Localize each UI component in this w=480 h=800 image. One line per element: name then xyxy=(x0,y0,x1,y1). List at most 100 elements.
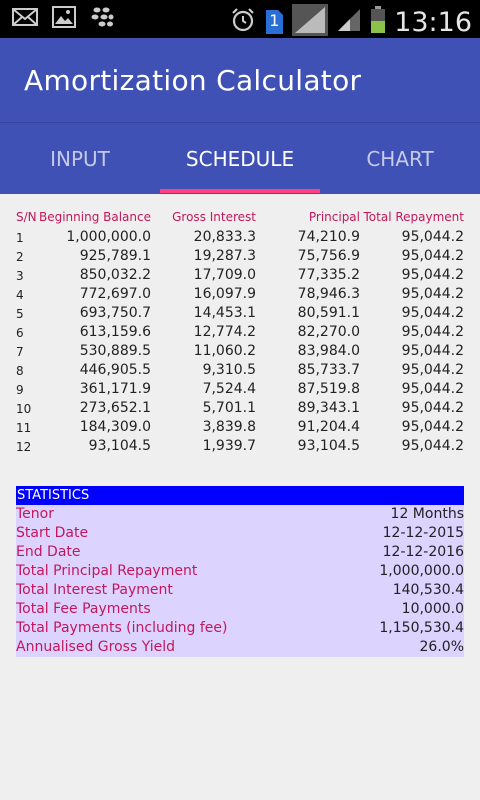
row-principal: 74,210.9 xyxy=(297,229,360,245)
table-row: 3 850,032.2 17,709.0 77,335.2 95,044.2 xyxy=(16,267,464,286)
header-principal: Principal xyxy=(308,210,360,224)
row-sn: 9 xyxy=(16,383,24,397)
row-principal: 83,984.0 xyxy=(297,343,360,359)
row-sn: 1 xyxy=(16,231,24,245)
table-row: 12 93,104.5 1,939.7 93,104.5 95,044.2 xyxy=(16,438,464,457)
row-sn: 2 xyxy=(16,250,24,264)
row-gross-interest: 5,701.1 xyxy=(202,400,256,416)
statistics-label: Tenor xyxy=(16,506,54,522)
alarm-icon xyxy=(230,7,256,37)
row-principal: 93,104.5 xyxy=(297,438,360,454)
row-beginning-balance: 613,159.6 xyxy=(79,324,151,340)
blackberry-icon xyxy=(90,6,114,32)
statistics-row: End Date 12-12-2016 xyxy=(16,543,464,562)
statistics-value: 12 Months xyxy=(390,506,464,522)
app-bar: Amortization Calculator xyxy=(0,38,480,122)
table-row: 10 273,652.1 5,701.1 89,343.1 95,044.2 xyxy=(16,400,464,419)
tab-schedule[interactable]: SCHEDULE xyxy=(185,147,295,171)
row-total-repayment: 95,044.2 xyxy=(401,248,464,264)
statistics-row: Annualised Gross Yield 26.0% xyxy=(16,638,464,657)
row-principal: 78,946.3 xyxy=(297,286,360,302)
row-sn: 12 xyxy=(16,440,32,454)
row-beginning-balance: 446,905.5 xyxy=(79,362,151,378)
row-beginning-balance: 93,104.5 xyxy=(88,438,151,454)
row-gross-interest: 9,310.5 xyxy=(202,362,256,378)
row-gross-interest: 11,060.2 xyxy=(193,343,256,359)
tab-input[interactable]: INPUT xyxy=(50,147,110,171)
table-row: 7 530,889.5 11,060.2 83,984.0 95,044.2 xyxy=(16,343,464,362)
statistics-body: Tenor 12 Months Start Date 12-12-2015 End Da… xyxy=(16,505,464,657)
row-total-repayment: 95,044.2 xyxy=(401,438,464,454)
row-total-repayment: 95,044.2 xyxy=(401,400,464,416)
statistics-value: 140,530.4 xyxy=(392,582,464,598)
statistics-value: 12-12-2016 xyxy=(382,544,464,560)
mail-icon xyxy=(12,7,38,31)
battery-icon xyxy=(370,6,386,38)
statistics-label: Start Date xyxy=(16,525,89,541)
schedule-rows: 1 1,000,000.0 20,833.3 74,210.9 95,044.2 2 925… xyxy=(16,229,464,457)
row-total-repayment: 95,044.2 xyxy=(401,267,464,283)
row-gross-interest: 19,287.3 xyxy=(193,248,256,264)
statistics-title: STATISTICS xyxy=(16,486,464,505)
row-total-repayment: 95,044.2 xyxy=(401,305,464,321)
table-row: 1 1,000,000.0 20,833.3 74,210.9 95,044.2 xyxy=(16,229,464,248)
statistics-label: End Date xyxy=(16,544,81,560)
statistics-value: 10,000.0 xyxy=(401,601,464,617)
statistics-row: Total Fee Payments 10,000.0 xyxy=(16,600,464,619)
statistics-label: Total Principal Repayment xyxy=(16,563,198,579)
row-beginning-balance: 273,652.1 xyxy=(79,400,151,416)
row-gross-interest: 14,453.1 xyxy=(193,305,256,321)
statistics-row: Total Interest Payment 140,530.4 xyxy=(16,581,464,600)
statistics-label: Annualised Gross Yield xyxy=(16,639,176,655)
row-principal: 87,519.8 xyxy=(297,381,360,397)
statistics-label: Total Payments (including fee) xyxy=(16,620,228,636)
row-sn: 3 xyxy=(16,269,24,283)
table-row: 8 446,905.5 9,310.5 85,733.7 95,044.2 xyxy=(16,362,464,381)
row-sn: 4 xyxy=(16,288,24,302)
app-title: Amortization Calculator xyxy=(24,64,362,97)
table-row: 9 361,171.9 7,524.4 87,519.8 95,044.2 xyxy=(16,381,464,400)
row-gross-interest: 1,939.7 xyxy=(202,438,256,454)
statistics-value: 1,150,530.4 xyxy=(379,620,464,636)
tab-bar: INPUT SCHEDULE CHART xyxy=(0,122,480,194)
row-gross-interest: 20,833.3 xyxy=(193,229,256,245)
table-row: 6 613,159.6 12,774.2 82,270.0 95,044.2 xyxy=(16,324,464,343)
header-beginning-balance: Beginning Balance xyxy=(38,210,151,224)
statistics-value: 1,000,000.0 xyxy=(379,563,464,579)
row-beginning-balance: 1,000,000.0 xyxy=(66,229,151,245)
tab-indicator xyxy=(160,189,320,193)
table-row: 11 184,309.0 3,839.8 91,204.4 95,044.2 xyxy=(16,419,464,438)
schedule-header-row: S/N Beginning Balance Gross Interest Pri… xyxy=(16,210,464,229)
status-time: 13:16 xyxy=(394,6,472,38)
row-total-repayment: 95,044.2 xyxy=(401,324,464,340)
row-beginning-balance: 361,171.9 xyxy=(79,381,151,397)
row-gross-interest: 3,839.8 xyxy=(202,419,256,435)
row-total-repayment: 95,044.2 xyxy=(401,381,464,397)
table-row: 4 772,697.0 16,097.9 78,946.3 95,044.2 xyxy=(16,286,464,305)
header-gross-interest: Gross Interest xyxy=(172,210,256,224)
row-principal: 91,204.4 xyxy=(297,419,360,435)
schedule-table: S/N Beginning Balance Gross Interest Pri… xyxy=(16,210,464,457)
statistics-row: Start Date 12-12-2015 xyxy=(16,524,464,543)
statistics-label: Total Interest Payment xyxy=(16,582,173,598)
row-principal: 80,591.1 xyxy=(297,305,360,321)
row-total-repayment: 95,044.2 xyxy=(401,229,464,245)
statistics-row: Total Payments (including fee) 1,150,530.… xyxy=(16,619,464,638)
table-row: 2 925,789.1 19,287.3 75,756.9 95,044.2 xyxy=(16,248,464,267)
row-beginning-balance: 184,309.0 xyxy=(79,419,151,435)
row-gross-interest: 12,774.2 xyxy=(193,324,256,340)
statistics-value: 26.0% xyxy=(419,639,464,655)
tab-chart[interactable]: CHART xyxy=(366,147,434,171)
row-sn: 5 xyxy=(16,307,24,321)
signal-icon-2 xyxy=(336,7,362,37)
row-total-repayment: 95,044.2 xyxy=(401,343,464,359)
row-total-repayment: 95,044.2 xyxy=(401,362,464,378)
row-gross-interest: 16,097.9 xyxy=(193,286,256,302)
row-gross-interest: 7,524.4 xyxy=(202,381,256,397)
row-gross-interest: 17,709.0 xyxy=(193,267,256,283)
row-sn: 10 xyxy=(16,402,32,416)
row-beginning-balance: 693,750.7 xyxy=(79,305,151,321)
header-total-repayment: Total Repayment xyxy=(363,210,464,224)
row-total-repayment: 95,044.2 xyxy=(401,419,464,435)
row-sn: 6 xyxy=(16,326,24,340)
